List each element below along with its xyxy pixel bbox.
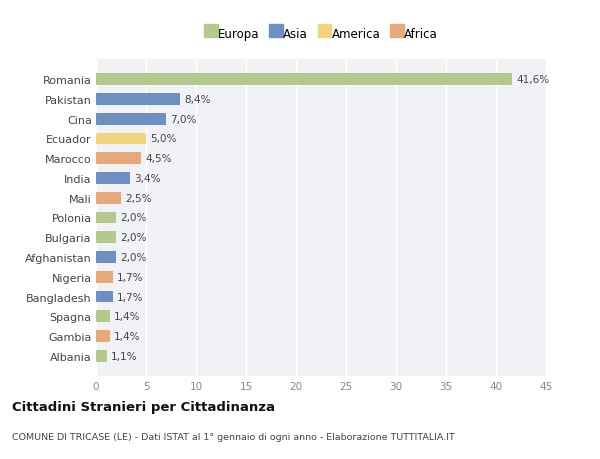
Text: 2,0%: 2,0% [120, 252, 146, 263]
Bar [96, 94, 180, 106]
Text: 2,0%: 2,0% [120, 213, 146, 223]
Bar [96, 330, 110, 342]
Text: COMUNE DI TRICASE (LE) - Dati ISTAT al 1° gennaio di ogni anno - Elaborazione TU: COMUNE DI TRICASE (LE) - Dati ISTAT al 1… [12, 431, 455, 441]
Text: 7,0%: 7,0% [170, 114, 196, 124]
Text: 1,1%: 1,1% [111, 351, 137, 361]
Text: 41,6%: 41,6% [516, 75, 549, 85]
Text: 5,0%: 5,0% [150, 134, 176, 144]
Bar [96, 133, 146, 145]
Bar [96, 74, 512, 86]
Bar [96, 212, 116, 224]
Bar [96, 252, 116, 263]
Text: 1,4%: 1,4% [114, 331, 140, 341]
Bar [96, 192, 121, 204]
Bar [96, 153, 141, 165]
Text: Cittadini Stranieri per Cittadinanza: Cittadini Stranieri per Cittadinanza [12, 400, 275, 413]
Text: 1,7%: 1,7% [117, 272, 143, 282]
Bar [96, 271, 113, 283]
Bar [96, 113, 166, 125]
Bar [96, 311, 110, 323]
Text: 4,5%: 4,5% [145, 154, 172, 164]
Bar [96, 173, 130, 185]
Text: 8,4%: 8,4% [184, 95, 211, 105]
Bar [96, 232, 116, 244]
Text: 1,7%: 1,7% [117, 292, 143, 302]
Text: 1,4%: 1,4% [114, 312, 140, 322]
Text: 3,4%: 3,4% [134, 174, 161, 184]
Legend: Europa, Asia, America, Africa: Europa, Asia, America, Africa [200, 24, 442, 45]
Text: 2,5%: 2,5% [125, 193, 151, 203]
Text: 2,0%: 2,0% [120, 233, 146, 243]
Bar [96, 291, 113, 303]
Bar [96, 350, 107, 362]
